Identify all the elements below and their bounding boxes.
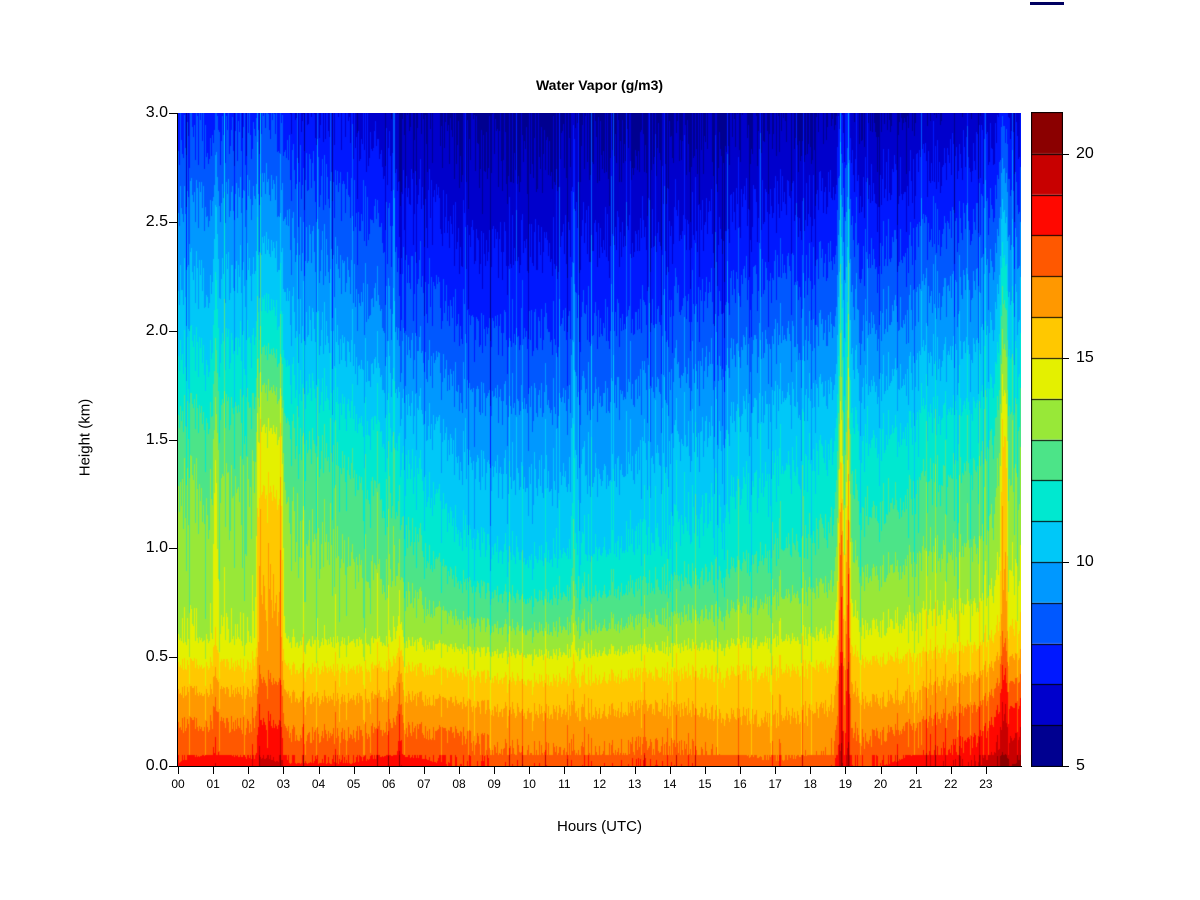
y-tick-label: 1.5: [145, 430, 168, 448]
colorbar-tick-label: 10: [1076, 552, 1094, 570]
x-tick-label: 13: [627, 777, 642, 791]
x-tick-label: 07: [417, 777, 431, 791]
y-tick-label: 1.0: [145, 539, 168, 557]
x-tick-mark: [388, 766, 390, 774]
colorbar-tick-label: 20: [1076, 144, 1094, 162]
x-axis-label: Hours (UTC): [557, 818, 642, 835]
x-tick-mark: [318, 766, 320, 774]
x-tick-mark: [213, 766, 215, 774]
x-tick-label: 20: [873, 777, 888, 791]
x-tick-label: 22: [944, 777, 958, 791]
y-tick-label: 2.0: [145, 321, 168, 339]
x-tick-label: 04: [311, 777, 326, 791]
x-tick-label: 17: [768, 777, 782, 791]
x-tick-label: 16: [733, 777, 747, 791]
x-tick-label: 06: [382, 777, 396, 791]
x-tick-label: 05: [346, 777, 361, 791]
x-tick-mark: [494, 766, 496, 774]
chart-title: Water Vapor (g/m3): [535, 77, 664, 93]
y-tick-mark: [169, 113, 177, 114]
colorbar-tick-mark: [1062, 766, 1069, 767]
x-tick-label: 01: [206, 777, 220, 791]
colorbar-tick-mark: [1062, 561, 1069, 563]
x-tick-mark: [704, 766, 706, 774]
y-tick-label: 3.0: [145, 104, 168, 121]
x-tick-label: 10: [522, 777, 536, 791]
x-tick-mark: [845, 766, 847, 774]
x-tick-label: 23: [979, 777, 993, 791]
x-tick-label: 21: [908, 777, 923, 791]
x-tick-mark: [775, 766, 777, 774]
x-tick-label: 08: [452, 777, 466, 791]
x-tick-label: 02: [241, 777, 255, 791]
x-tick-mark: [353, 766, 355, 774]
x-tick-label: 12: [592, 777, 607, 791]
x-tick-mark: [634, 766, 636, 774]
x-tick-label: 19: [838, 777, 853, 791]
y-tick-mark: [169, 766, 177, 767]
colorbar: [1031, 112, 1063, 767]
x-tick-mark: [529, 766, 531, 774]
x-tick-mark: [599, 766, 601, 774]
x-tick-mark: [880, 766, 882, 774]
x-tick-mark: [283, 766, 285, 774]
x-tick-label: 00: [171, 777, 185, 791]
y-tick-mark: [169, 221, 177, 223]
y-tick-mark: [169, 548, 177, 550]
colorbar-tick-label: 5: [1076, 757, 1085, 774]
x-tick-mark: [178, 766, 179, 774]
y-tick-mark: [169, 657, 177, 659]
x-tick-mark: [740, 766, 741, 774]
x-tick-label: 15: [698, 777, 712, 791]
colorbar-tick-label: 15: [1076, 348, 1094, 366]
colorbar-tick-mark: [1062, 153, 1069, 155]
y-axis-line: [177, 113, 178, 767]
x-tick-mark: [564, 766, 566, 774]
colorbar-tick-mark: [1062, 357, 1069, 359]
x-tick-label: 09: [487, 777, 501, 791]
x-tick-mark: [459, 766, 460, 774]
x-tick-label: 11: [558, 777, 571, 791]
y-tick-mark: [169, 330, 177, 332]
y-tick-label: 0.0: [145, 757, 168, 774]
y-tick-label: 2.5: [145, 212, 168, 230]
y-tick-label: 0.5: [145, 648, 168, 666]
x-tick-mark: [248, 766, 250, 774]
x-tick-label: 14: [663, 777, 677, 791]
heatmap-canvas: [178, 113, 1021, 766]
x-tick-label: 03: [276, 777, 291, 791]
x-tick-mark: [915, 766, 917, 774]
x-tick-label: 18: [803, 777, 817, 791]
x-tick-mark: [985, 766, 987, 774]
y-axis-label: Height (km): [76, 398, 94, 477]
y-tick-mark: [169, 439, 177, 441]
x-tick-mark: [950, 766, 952, 774]
stray-navy-bar: [1030, 2, 1064, 5]
x-tick-mark: [669, 766, 671, 774]
x-tick-mark: [423, 766, 425, 774]
x-tick-mark: [810, 766, 812, 774]
